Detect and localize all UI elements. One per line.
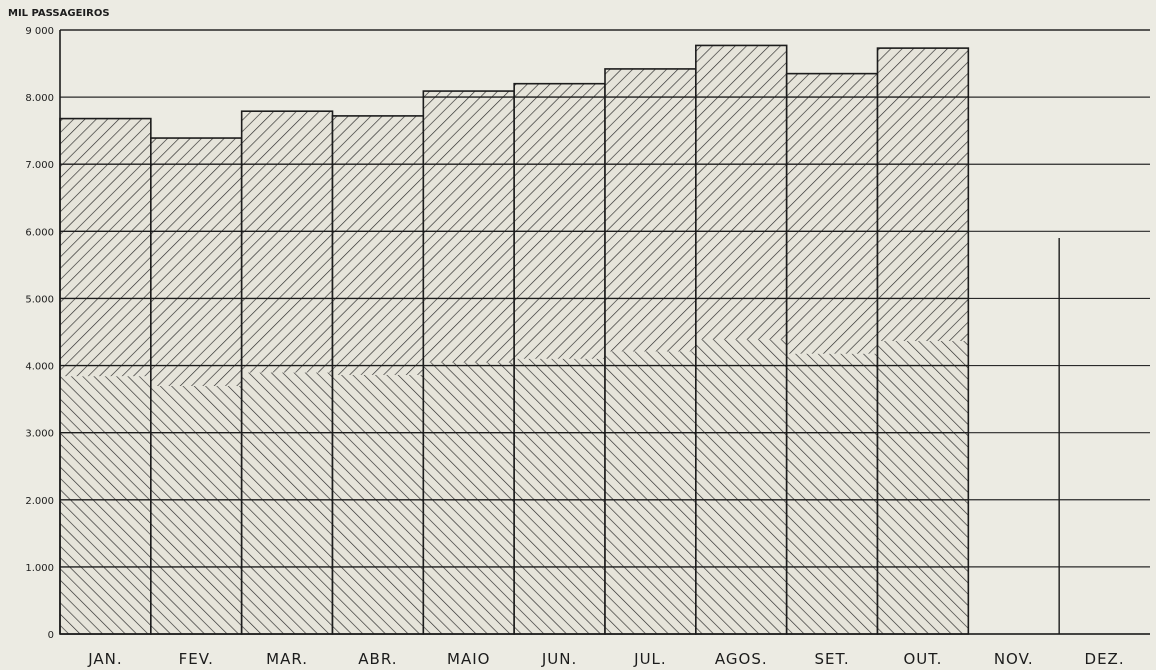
x-tick-label: JUN.	[541, 650, 577, 668]
x-tick-label: NOV.	[994, 650, 1034, 668]
y-axis-title: MIL PASSAGEIROS	[8, 8, 110, 19]
bar	[422, 90, 515, 635]
bar-fill-upper	[332, 115, 424, 375]
bar-fill-lower	[423, 362, 515, 634]
bar-fill-upper	[60, 118, 151, 377]
bar	[513, 82, 606, 635]
bar	[331, 115, 425, 635]
bar	[150, 137, 243, 635]
bar-fill-lower	[60, 376, 151, 634]
bars	[59, 44, 970, 635]
bar	[876, 47, 970, 635]
x-tick-label: SET.	[815, 650, 850, 668]
x-tick-label: AGOS.	[715, 650, 768, 668]
x-tick-label: DEZ.	[1085, 650, 1125, 668]
bar-fill-upper	[241, 111, 333, 373]
bar-fill-lower	[332, 374, 424, 634]
x-tick-label: OUT.	[903, 650, 942, 668]
bar	[785, 72, 879, 635]
bar-fill-upper	[605, 68, 696, 352]
bar	[604, 68, 697, 635]
x-tick-labels: JAN. FEV. MAR. ABR. MAIO JUN. JUL. AGOS. SET. OUT…	[87, 650, 1125, 668]
y-tick-label: 2.000	[25, 496, 54, 507]
x-tick-label: MAR.	[266, 650, 308, 668]
bar-fill-lower	[786, 353, 878, 634]
y-tick-label: 4.000	[25, 362, 54, 373]
plot-frame	[59, 29, 1150, 635]
y-tick-label: 6.000	[25, 227, 54, 238]
y-tick-label: 3.000	[25, 429, 54, 440]
y-tick-label: 8.000	[25, 93, 54, 104]
bar-fill-upper	[786, 73, 878, 354]
bar-fill-lower	[514, 358, 605, 634]
y-tick-label: 7.000	[25, 160, 54, 171]
bar-fill-lower	[605, 351, 696, 634]
x-tick-label: ABR.	[358, 650, 397, 668]
y-tick-label: 9 000	[25, 26, 54, 37]
bar-fill-upper	[695, 45, 787, 340]
x-tick-label: JUL.	[633, 650, 667, 668]
bar-fill-lower	[877, 341, 969, 634]
bar-fill-lower	[695, 339, 787, 634]
x-tick-label: MAIO	[447, 650, 490, 668]
bar	[695, 44, 788, 635]
y-tick-labels: 0 1.000 2.000 3.000 4.000 5.000 6.000 7.000 8.00…	[25, 26, 54, 641]
bar-fill-lower	[150, 386, 242, 634]
bar	[240, 110, 334, 635]
y-tick-label: 1.000	[25, 563, 54, 574]
bar-fill-upper	[423, 91, 515, 363]
bar-fill-upper	[150, 138, 242, 387]
bar-fill-upper	[514, 83, 605, 359]
y-tick-label: 0	[48, 630, 54, 641]
y-tick-label: 5.000	[25, 294, 54, 305]
bar-fill-upper	[877, 48, 969, 342]
bar-fill-lower	[241, 372, 333, 634]
x-tick-label: FEV.	[179, 650, 214, 668]
bar	[59, 117, 152, 635]
x-tick-label: JAN.	[87, 650, 122, 668]
